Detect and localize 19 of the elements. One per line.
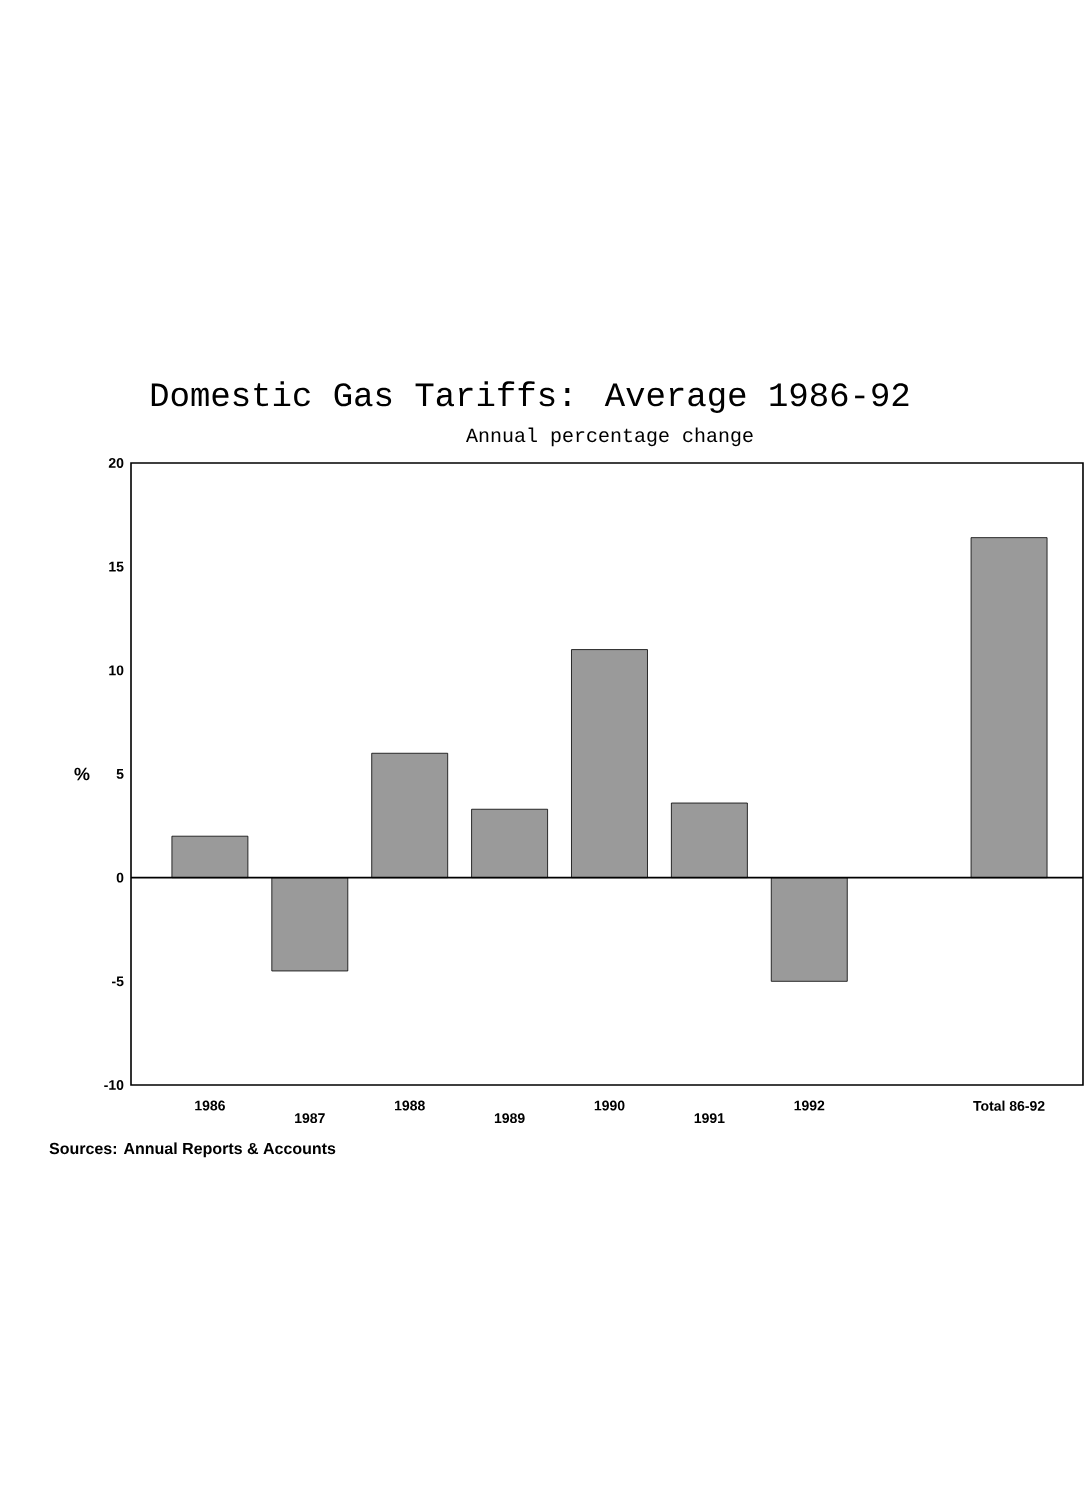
y-tick-label: 10	[109, 665, 124, 676]
y-tick-label: -10	[104, 1080, 124, 1090]
source-note: Sources: Annual Reports & Accounts	[49, 1142, 336, 1158]
x-tick-label: Total 86-92	[973, 1100, 1045, 1111]
y-tick-label: 0	[116, 872, 124, 883]
x-tick-label: 1991	[694, 1113, 725, 1124]
y-tick-label: 20	[108, 458, 124, 468]
chart-subtitle: Annual percentage change	[465, 427, 753, 447]
y-tick-label: -5	[112, 976, 124, 987]
y-tick-label: 15	[109, 561, 124, 572]
x-tick-label: 1989	[494, 1113, 525, 1124]
y-tick-label: 5	[116, 769, 124, 779]
x-tick-label: 1990	[594, 1100, 625, 1111]
x-tick-label: 1988	[395, 1100, 425, 1111]
x-tick-label: 1992	[794, 1100, 825, 1111]
x-tick-label: 1987	[295, 1113, 325, 1124]
chart-title: Domestic Gas Tariffs: Average 1986-92	[151, 381, 909, 414]
x-tick-label: 1986	[195, 1100, 225, 1111]
y-axis-title: %	[74, 767, 90, 781]
